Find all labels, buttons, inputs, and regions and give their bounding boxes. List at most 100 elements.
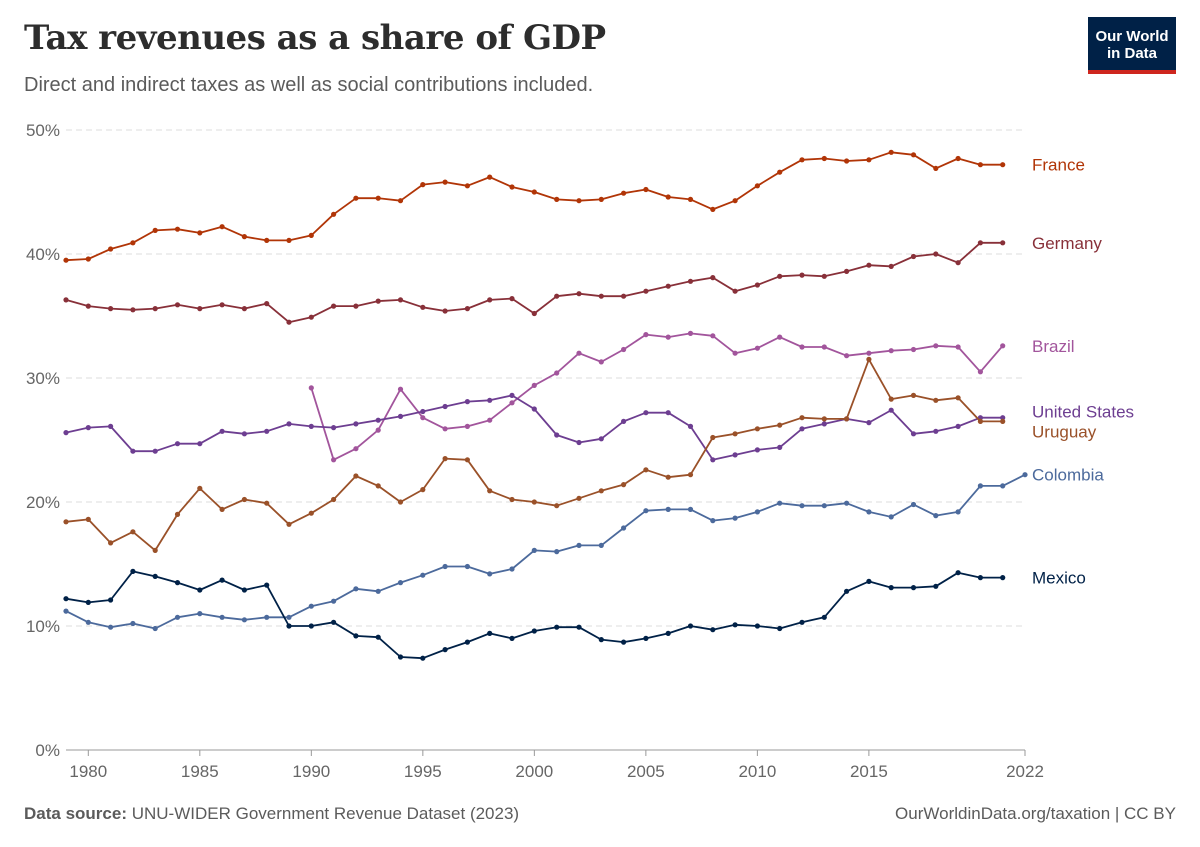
data-point[interactable] <box>130 529 136 535</box>
series-france[interactable] <box>63 149 1006 263</box>
data-point[interactable] <box>286 237 292 243</box>
data-point[interactable] <box>442 403 448 410</box>
data-point[interactable] <box>598 196 604 202</box>
data-point[interactable] <box>464 183 470 189</box>
series-line[interactable] <box>65 473 1026 630</box>
data-point[interactable] <box>710 518 716 524</box>
data-point[interactable] <box>910 392 917 398</box>
data-point[interactable] <box>63 519 69 525</box>
data-point[interactable] <box>241 431 247 437</box>
series-label[interactable]: France <box>1032 156 1085 175</box>
data-point[interactable] <box>331 457 337 463</box>
data-point[interactable] <box>687 506 694 512</box>
data-point[interactable] <box>397 386 404 392</box>
data-point[interactable] <box>464 399 470 405</box>
data-point[interactable] <box>799 503 805 509</box>
data-point[interactable] <box>197 587 203 593</box>
data-point[interactable] <box>286 319 292 325</box>
data-point[interactable] <box>152 306 158 312</box>
data-point[interactable] <box>754 447 761 453</box>
owid-logo[interactable]: Our World in Data <box>1088 17 1176 74</box>
data-point[interactable] <box>799 619 805 625</box>
data-point[interactable] <box>777 334 783 340</box>
data-point[interactable] <box>219 577 225 583</box>
data-point[interactable] <box>598 637 604 643</box>
data-point[interactable] <box>442 456 448 462</box>
data-point[interactable] <box>910 253 917 260</box>
data-point[interactable] <box>442 647 448 653</box>
data-point[interactable] <box>197 441 203 447</box>
data-point[interactable] <box>888 149 894 155</box>
data-point[interactable] <box>821 503 827 509</box>
data-point[interactable] <box>665 283 671 289</box>
data-point[interactable] <box>375 417 381 423</box>
data-point[interactable] <box>598 542 604 549</box>
data-point[interactable] <box>933 251 939 257</box>
data-point[interactable] <box>130 448 136 454</box>
data-point[interactable] <box>353 586 359 592</box>
data-point[interactable] <box>1000 162 1006 168</box>
data-point[interactable] <box>754 509 761 515</box>
data-point[interactable] <box>777 169 783 175</box>
data-point[interactable] <box>621 293 627 299</box>
data-point[interactable] <box>509 184 515 190</box>
data-point[interactable] <box>598 293 604 299</box>
data-point[interactable] <box>665 630 671 637</box>
data-point[interactable] <box>531 382 537 388</box>
data-point[interactable] <box>464 457 470 463</box>
data-point[interactable] <box>554 503 560 509</box>
data-point[interactable] <box>286 614 292 620</box>
data-point[interactable] <box>420 182 426 188</box>
data-point[interactable] <box>754 345 761 351</box>
data-point[interactable] <box>308 385 314 391</box>
data-point[interactable] <box>331 211 337 217</box>
data-point[interactable] <box>286 623 292 629</box>
data-point[interactable] <box>777 444 783 450</box>
data-point[interactable] <box>85 256 91 262</box>
data-point[interactable] <box>732 288 738 294</box>
series-line[interactable] <box>65 394 1003 461</box>
data-point[interactable] <box>844 416 850 422</box>
data-point[interactable] <box>687 472 694 478</box>
data-point[interactable] <box>397 580 404 586</box>
data-point[interactable] <box>1022 472 1028 478</box>
series-label[interactable]: Brazil <box>1032 337 1075 356</box>
data-point[interactable] <box>598 436 604 442</box>
data-point[interactable] <box>933 343 939 349</box>
data-point[interactable] <box>174 302 181 308</box>
data-point[interactable] <box>219 506 225 512</box>
series-mexico[interactable] <box>63 568 1006 661</box>
data-point[interactable] <box>308 314 314 320</box>
data-point[interactable] <box>910 152 917 158</box>
data-point[interactable] <box>63 297 69 303</box>
data-point[interactable] <box>174 511 181 517</box>
data-point[interactable] <box>621 346 627 353</box>
data-point[interactable] <box>732 515 738 521</box>
data-point[interactable] <box>933 583 939 589</box>
data-point[interactable] <box>643 332 649 338</box>
data-point[interactable] <box>108 624 114 630</box>
data-point[interactable] <box>531 628 537 634</box>
data-point[interactable] <box>621 418 627 424</box>
data-point[interactable] <box>264 301 270 307</box>
data-point[interactable] <box>487 630 493 637</box>
data-point[interactable] <box>219 428 225 434</box>
data-point[interactable] <box>977 418 984 424</box>
data-point[interactable] <box>264 428 270 434</box>
data-point[interactable] <box>910 501 917 508</box>
data-point[interactable] <box>487 571 493 577</box>
series-colombia[interactable] <box>63 472 1028 632</box>
data-point[interactable] <box>710 434 716 441</box>
data-point[interactable] <box>286 421 292 427</box>
data-point[interactable] <box>821 421 827 427</box>
data-point[interactable] <box>576 495 582 501</box>
credit-link[interactable]: OurWorldinData.org/taxation | CC BY <box>895 804 1176 823</box>
data-point[interactable] <box>598 359 604 365</box>
data-point[interactable] <box>1000 415 1006 421</box>
data-point[interactable] <box>866 578 872 585</box>
data-point[interactable] <box>821 155 827 162</box>
data-point[interactable] <box>174 441 181 447</box>
data-point[interactable] <box>197 306 203 312</box>
data-point[interactable] <box>754 183 761 189</box>
data-point[interactable] <box>375 483 381 489</box>
